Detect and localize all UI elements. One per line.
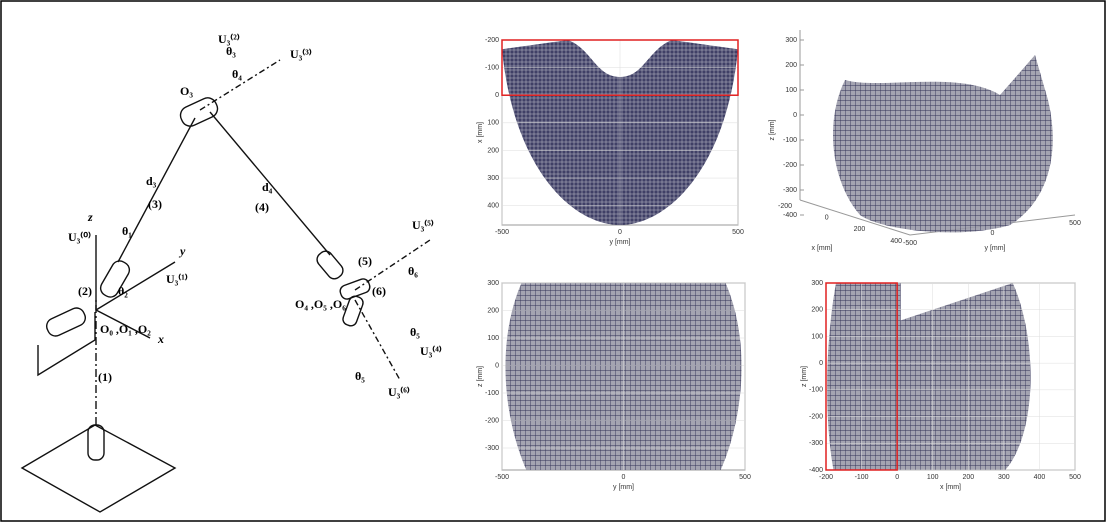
z-tick-label: -100 — [783, 137, 797, 144]
diagram-label: (5) — [358, 254, 372, 268]
y-tick-label: 100 — [487, 335, 499, 342]
x-tick-label: 500 — [732, 229, 744, 236]
z-tick-label: 100 — [785, 87, 797, 94]
diagram-label: θ₂ — [118, 284, 128, 298]
x-tick-label: -200 — [819, 474, 833, 481]
x-axis-label: x [mm] — [940, 484, 961, 491]
y-tick-label: 300 — [811, 280, 823, 287]
y-axis-label: z [mm] — [477, 366, 484, 387]
y-tick-label: 100 — [487, 120, 499, 127]
diagram-label: O₀ ,O₁ ,O₂ — [100, 322, 151, 336]
diagram-label: θ₄ — [232, 67, 242, 81]
z-tick-label: 200 — [785, 62, 797, 69]
diagram-label: θ₅ — [410, 325, 420, 339]
diagram-label: U₃⁽⁵⁾ — [412, 218, 434, 232]
y-tick-label: -300 — [485, 445, 499, 452]
y-tick-label: 0 — [495, 92, 499, 99]
figure: (1) (2) (3) (4) (5) (6) z y x d₃ d₄ O₃ O₀ ,O₁ ,O₂ O₄ … — [0, 0, 1106, 522]
y-tick-label: 200 — [487, 307, 499, 314]
z-tick-label: 0 — [793, 112, 797, 119]
workspace-surface — [827, 283, 1030, 470]
x-axis-label: y [mm] — [613, 484, 634, 491]
y-tick-label: -200 — [485, 37, 499, 44]
y-tick-label: 0 — [991, 230, 995, 237]
diagram-label: U₃⁽¹⁾ — [166, 272, 188, 286]
diagram-label: (1) — [98, 370, 112, 384]
x-tick-label: 400 — [1034, 474, 1046, 481]
diagram-label: θ₃ — [226, 44, 236, 58]
x-tick-label: 300 — [998, 474, 1010, 481]
x-tick-label: 100 — [927, 474, 939, 481]
diagram-label: θ₅ — [355, 369, 365, 383]
y-tick-label: 100 — [811, 333, 823, 340]
x-tick-label: 200 — [962, 474, 974, 481]
diagram-label: (4) — [255, 200, 269, 214]
x-tick-label: 0 — [895, 474, 899, 481]
diagram-label: U₃⁽⁶⁾ — [388, 385, 410, 399]
diagram-label: d₄ — [262, 180, 273, 194]
diagram-label: y — [178, 244, 186, 258]
diagram-label: U₃⁽³⁾ — [290, 47, 312, 61]
x-tick-label: -500 — [495, 474, 509, 481]
x-tick-label: 500 — [1069, 474, 1081, 481]
x-tick-label: 0 — [618, 229, 622, 236]
diagram-label: U₃⁽⁰⁾ — [68, 230, 91, 244]
y-tick-label: 300 — [487, 280, 499, 287]
diagram-label: U₃⁽⁴⁾ — [420, 344, 442, 358]
x-tick-label: 400 — [890, 238, 902, 245]
diagram-label: (6) — [372, 284, 386, 298]
x-tick-label: 0 — [825, 215, 829, 222]
diagram-label: (3) — [148, 197, 162, 211]
diagram-label: d₃ — [146, 174, 157, 188]
diagram-label: U₃⁽²⁾ — [218, 32, 240, 46]
z-tick-label: -400 — [783, 212, 797, 219]
z-axis-label: z [mm] — [769, 119, 776, 140]
y-tick-label: 300 — [487, 175, 499, 182]
y-tick-label: 0 — [495, 362, 499, 369]
y-tick-label: -200 — [809, 413, 823, 420]
x-tick-label: -200 — [778, 203, 792, 210]
z-tick-label: -200 — [783, 162, 797, 169]
y-tick-label: -200 — [485, 417, 499, 424]
diagram-label: x — [157, 332, 164, 346]
y-tick-label: 500 — [1069, 220, 1081, 227]
z-tick-label: -300 — [783, 187, 797, 194]
diagram-label: θ₆ — [408, 264, 418, 278]
diagram-label: θ₁ — [122, 224, 132, 238]
diagram-label: (2) — [78, 284, 92, 298]
y-axis-label: y [mm] — [985, 245, 1006, 252]
y-tick-label: 0 — [819, 360, 823, 367]
y-tick-label: -100 — [809, 387, 823, 394]
diagram-label: z — [87, 210, 93, 224]
x-axis-label: x [mm] — [812, 245, 833, 252]
x-tick-label: 0 — [622, 474, 626, 481]
page: (1) (2) (3) (4) (5) (6) z y x d₃ d₄ O₃ O₀ ,O₁ ,O₂ O₄ … — [0, 0, 1106, 527]
diagram-label: O₃ — [180, 84, 193, 98]
y-tick-label: -500 — [903, 240, 917, 247]
y-tick-label: 200 — [811, 307, 823, 314]
x-tick-label: 500 — [739, 474, 751, 481]
y-tick-label: 200 — [487, 147, 499, 154]
x-tick-label: -500 — [495, 229, 509, 236]
y-axis-label: z [mm] — [801, 366, 808, 387]
z-tick-label: 300 — [785, 37, 797, 44]
y-tick-label: 400 — [487, 203, 499, 210]
x-tick-label: -100 — [855, 474, 869, 481]
workspace-surface — [833, 55, 1053, 232]
x-tick-label: 200 — [854, 226, 866, 233]
y-axis-label: x [mm] — [477, 122, 484, 143]
y-tick-label: -100 — [485, 390, 499, 397]
y-tick-label: -100 — [485, 64, 499, 71]
x-axis-label: y [mm] — [610, 239, 631, 246]
diagram-label: O₄ ,O₅ ,O₆ — [295, 297, 346, 311]
y-tick-label: -400 — [809, 467, 823, 474]
y-tick-label: -300 — [809, 440, 823, 447]
